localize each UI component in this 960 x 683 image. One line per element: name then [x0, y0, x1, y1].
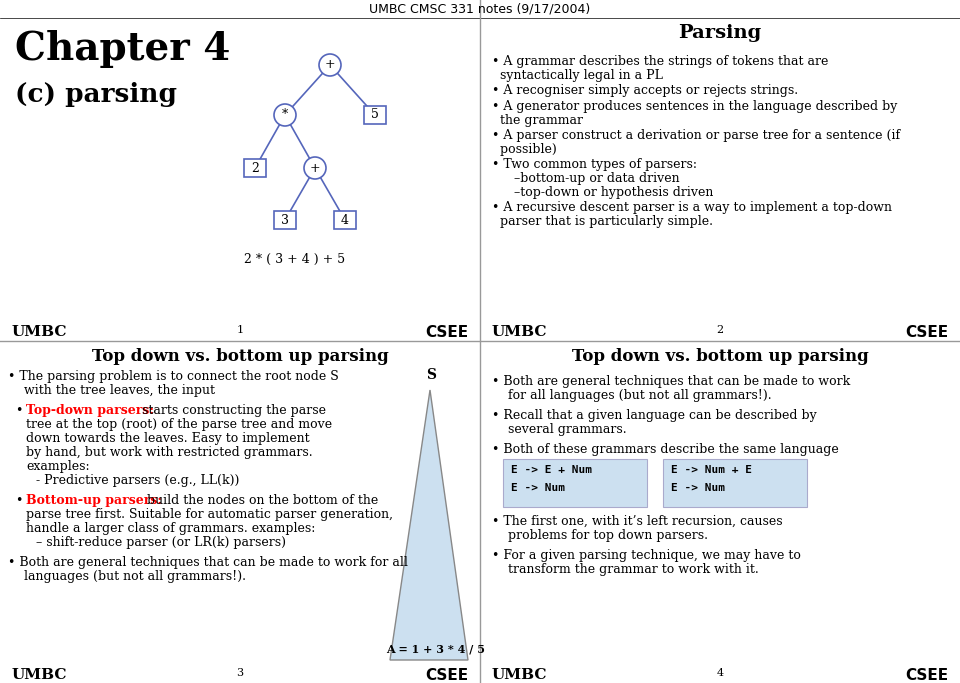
Text: • Two common types of parsers:: • Two common types of parsers:	[492, 158, 697, 171]
Text: • A recogniser simply accepts or rejects strings.: • A recogniser simply accepts or rejects…	[492, 84, 798, 97]
Text: parse tree first. Suitable for automatic parser generation,: parse tree first. Suitable for automatic…	[26, 508, 393, 521]
Text: syntactically legal in a PL: syntactically legal in a PL	[492, 69, 662, 82]
Text: with the tree leaves, the input: with the tree leaves, the input	[16, 384, 215, 397]
Text: – shift-reduce parser (or LR(k) parsers): – shift-reduce parser (or LR(k) parsers)	[36, 536, 286, 549]
Text: E -> Num: E -> Num	[511, 483, 565, 493]
Text: 2: 2	[716, 325, 724, 335]
Text: UMBC CMSC 331 notes (9/17/2004): UMBC CMSC 331 notes (9/17/2004)	[370, 2, 590, 15]
Text: UMBC: UMBC	[12, 668, 67, 682]
Text: E -> Num: E -> Num	[671, 483, 725, 493]
Text: • The first one, with it’s left recursion, causes: • The first one, with it’s left recursio…	[492, 515, 782, 528]
Text: handle a larger class of grammars. examples:: handle a larger class of grammars. examp…	[26, 522, 316, 535]
Text: *: *	[282, 109, 288, 122]
Text: - Predictive parsers (e.g., LL(k)): - Predictive parsers (e.g., LL(k))	[36, 474, 239, 487]
FancyBboxPatch shape	[364, 106, 386, 124]
Text: S: S	[426, 368, 436, 382]
Text: UMBC: UMBC	[12, 325, 67, 339]
Text: • Both are general techniques that can be made to work: • Both are general techniques that can b…	[492, 375, 851, 388]
Text: • A parser construct a derivation or parse tree for a sentence (if: • A parser construct a derivation or par…	[492, 129, 900, 142]
Text: • A generator produces sentences in the language described by: • A generator produces sentences in the …	[492, 100, 898, 113]
Text: 2 * ( 3 + 4 ) + 5: 2 * ( 3 + 4 ) + 5	[245, 253, 346, 266]
Text: problems for top down parsers.: problems for top down parsers.	[500, 529, 708, 542]
Text: possible): possible)	[492, 143, 557, 156]
Circle shape	[304, 157, 326, 179]
Text: Parsing: Parsing	[679, 24, 761, 42]
Text: • For a given parsing technique, we may have to: • For a given parsing technique, we may …	[492, 549, 801, 562]
Polygon shape	[390, 390, 468, 660]
Text: Chapter 4: Chapter 4	[15, 30, 230, 68]
Text: •: •	[16, 494, 28, 507]
Text: –bottom-up or data driven: –bottom-up or data driven	[502, 172, 680, 185]
Text: CSEE: CSEE	[905, 668, 948, 683]
Text: • A grammar describes the strings of tokens that are: • A grammar describes the strings of tok…	[492, 55, 828, 68]
Text: Bottom-up parsers:: Bottom-up parsers:	[26, 494, 162, 507]
Text: CSEE: CSEE	[905, 325, 948, 340]
FancyBboxPatch shape	[244, 159, 266, 177]
Text: +: +	[310, 161, 321, 174]
Text: 4: 4	[716, 668, 724, 678]
FancyBboxPatch shape	[663, 459, 807, 507]
Text: transform the grammar to work with it.: transform the grammar to work with it.	[500, 563, 758, 576]
Text: A = 1 + 3 * 4 / 5: A = 1 + 3 * 4 / 5	[386, 644, 485, 655]
Text: • Recall that a given language can be described by: • Recall that a given language can be de…	[492, 409, 817, 422]
Text: UMBC: UMBC	[492, 668, 547, 682]
Text: 3: 3	[281, 214, 289, 227]
Text: (c) parsing: (c) parsing	[15, 82, 177, 107]
Circle shape	[274, 104, 296, 126]
Text: • A recursive descent parser is a way to implement a top-down: • A recursive descent parser is a way to…	[492, 201, 892, 214]
Text: • Both are general techniques that can be made to work for all: • Both are general techniques that can b…	[8, 556, 408, 569]
Text: down towards the leaves. Easy to implement: down towards the leaves. Easy to impleme…	[26, 432, 310, 445]
Text: 3: 3	[236, 668, 244, 678]
Text: 1: 1	[236, 325, 244, 335]
Text: starts constructing the parse: starts constructing the parse	[138, 404, 326, 417]
Text: –top-down or hypothesis driven: –top-down or hypothesis driven	[502, 186, 713, 199]
Text: Top down vs. bottom up parsing: Top down vs. bottom up parsing	[571, 348, 869, 365]
Text: build the nodes on the bottom of the: build the nodes on the bottom of the	[143, 494, 378, 507]
Text: +: +	[324, 59, 335, 72]
Text: by hand, but work with restricted grammars.: by hand, but work with restricted gramma…	[26, 446, 313, 459]
Text: the grammar: the grammar	[492, 114, 583, 127]
Text: • The parsing problem is to connect the root node S: • The parsing problem is to connect the …	[8, 370, 339, 383]
Text: Top down vs. bottom up parsing: Top down vs. bottom up parsing	[91, 348, 389, 365]
Text: 4: 4	[341, 214, 349, 227]
FancyBboxPatch shape	[503, 459, 647, 507]
FancyBboxPatch shape	[334, 211, 356, 229]
Text: several grammars.: several grammars.	[500, 423, 627, 436]
Text: languages (but not all grammars!).: languages (but not all grammars!).	[16, 570, 246, 583]
FancyBboxPatch shape	[274, 211, 296, 229]
Text: CSEE: CSEE	[425, 325, 468, 340]
Text: 5: 5	[372, 109, 379, 122]
Text: Top-down parsers:: Top-down parsers:	[26, 404, 154, 417]
Text: tree at the top (root) of the parse tree and move: tree at the top (root) of the parse tree…	[26, 418, 332, 431]
Text: 2: 2	[252, 161, 259, 174]
Text: parser that is particularly simple.: parser that is particularly simple.	[492, 215, 713, 228]
Text: E -> E + Num: E -> E + Num	[511, 465, 592, 475]
Text: examples:: examples:	[26, 460, 89, 473]
Text: UMBC: UMBC	[492, 325, 547, 339]
Text: CSEE: CSEE	[425, 668, 468, 683]
Text: E -> Num + E: E -> Num + E	[671, 465, 752, 475]
Text: for all languages (but not all grammars!).: for all languages (but not all grammars!…	[500, 389, 772, 402]
Circle shape	[319, 54, 341, 76]
Text: •: •	[16, 404, 28, 417]
Text: • Both of these grammars describe the same language: • Both of these grammars describe the sa…	[492, 443, 839, 456]
